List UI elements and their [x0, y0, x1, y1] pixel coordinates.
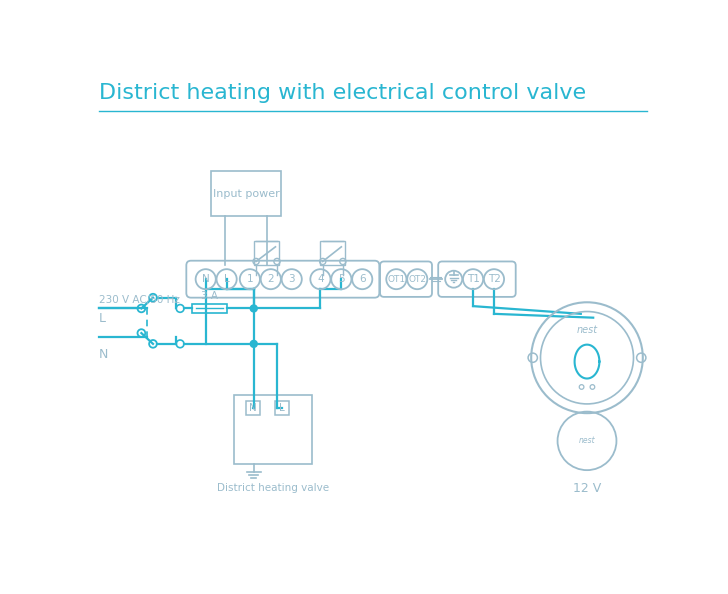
Text: L: L — [223, 274, 229, 284]
Bar — [234, 394, 312, 464]
Text: 2: 2 — [267, 274, 274, 284]
Text: OT2: OT2 — [408, 274, 427, 284]
Text: OT1: OT1 — [387, 274, 405, 284]
Circle shape — [250, 340, 257, 347]
Text: L: L — [99, 312, 106, 326]
Text: N: N — [99, 347, 108, 361]
Text: 4: 4 — [317, 274, 324, 284]
Bar — [254, 241, 280, 266]
Text: nest: nest — [579, 437, 596, 446]
Bar — [246, 401, 260, 415]
Text: 230 V AC/50 Hz: 230 V AC/50 Hz — [99, 295, 180, 305]
Text: nest: nest — [577, 326, 598, 336]
Circle shape — [250, 305, 257, 312]
Bar — [191, 304, 226, 313]
Text: T2: T2 — [488, 274, 500, 284]
Text: District heating valve: District heating valve — [217, 484, 329, 493]
Text: T1: T1 — [467, 274, 480, 284]
Text: N: N — [202, 274, 210, 284]
Text: 12 V: 12 V — [573, 482, 601, 495]
Text: L: L — [279, 403, 285, 413]
Text: 6: 6 — [359, 274, 365, 284]
Text: 1: 1 — [247, 274, 253, 284]
Text: 3: 3 — [288, 274, 295, 284]
Text: District heating with electrical control valve: District heating with electrical control… — [99, 83, 586, 103]
Text: Input power: Input power — [213, 189, 280, 199]
Text: 3 A: 3 A — [201, 290, 218, 301]
Bar — [274, 401, 288, 415]
Bar — [320, 241, 345, 266]
Text: N: N — [249, 403, 257, 413]
Text: 5: 5 — [338, 274, 344, 284]
Bar — [211, 172, 281, 216]
